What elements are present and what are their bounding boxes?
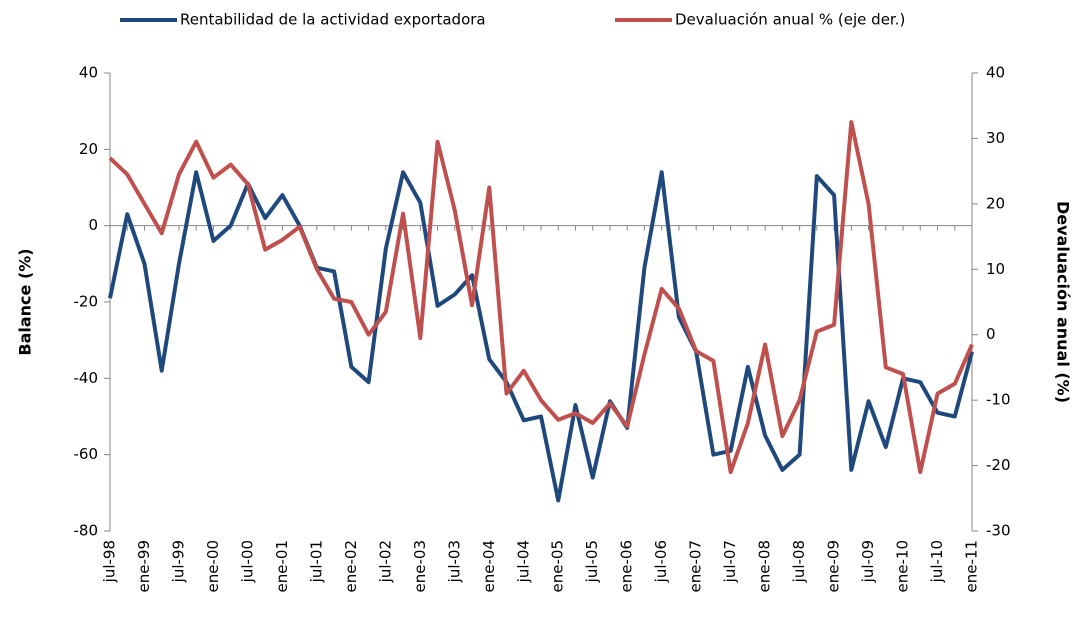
y2-tick-label: -10 bbox=[986, 391, 1011, 409]
y2-axis-label: Devaluación anual (%) bbox=[1054, 201, 1073, 403]
y-tick-label: -60 bbox=[74, 445, 99, 463]
legend-label: Devaluación anual % (eje der.) bbox=[675, 11, 905, 29]
x-tick-label: ene-09 bbox=[825, 540, 843, 592]
x-tick-label: ene-02 bbox=[342, 540, 360, 592]
x-tick-label: ene-07 bbox=[687, 540, 705, 592]
y2-tick-label: 10 bbox=[986, 260, 1005, 278]
x-tick-label: jul-07 bbox=[721, 540, 739, 583]
x-tick-label: jul-09 bbox=[859, 540, 877, 583]
x-tick-label: ene-00 bbox=[204, 540, 222, 592]
x-tick-label: jul-01 bbox=[307, 540, 325, 583]
x-tick-label: ene-06 bbox=[618, 540, 636, 592]
x-tick-label: ene-04 bbox=[480, 540, 498, 592]
legend-label: Rentabilidad de la actividad exportadora bbox=[180, 11, 486, 29]
x-tick-label: ene-99 bbox=[135, 540, 153, 592]
y2-tick-label: -20 bbox=[986, 456, 1011, 474]
y-tick-label: -20 bbox=[74, 293, 99, 311]
y2-tick-label: -30 bbox=[986, 522, 1011, 540]
x-tick-label: ene-03 bbox=[411, 540, 429, 592]
y-tick-label: -40 bbox=[74, 369, 99, 387]
x-tick-label: jul-02 bbox=[376, 540, 394, 583]
x-tick-label: ene-01 bbox=[273, 540, 291, 592]
series-line bbox=[108, 120, 974, 475]
x-tick-label: jul-04 bbox=[514, 540, 532, 583]
y2-tick-label: 30 bbox=[986, 129, 1005, 147]
y2-tick-label: 0 bbox=[986, 325, 996, 343]
x-tick-label: jul-03 bbox=[445, 540, 463, 583]
y-tick-label: 40 bbox=[79, 64, 98, 82]
y-axis-label: Balance (%) bbox=[16, 248, 35, 355]
x-tick-label: ene-08 bbox=[756, 540, 774, 592]
x-tick-label: jul-10 bbox=[928, 540, 946, 583]
y-tick-label: 0 bbox=[88, 216, 98, 234]
x-tick-label: ene-11 bbox=[963, 540, 981, 592]
x-tick-label: jul-00 bbox=[238, 540, 256, 583]
x-tick-label: ene-10 bbox=[894, 540, 912, 592]
y2-tick-label: 20 bbox=[986, 194, 1005, 212]
x-tick-label: jul-98 bbox=[101, 540, 119, 583]
x-tick-label: jul-05 bbox=[583, 540, 601, 583]
y2-tick-label: 40 bbox=[986, 64, 1005, 82]
x-tick-label: jul-08 bbox=[790, 540, 808, 583]
y-tick-label: -80 bbox=[74, 522, 99, 540]
x-tick-label: jul-06 bbox=[652, 540, 670, 583]
y-tick-label: 20 bbox=[79, 140, 98, 158]
x-tick-label: jul-99 bbox=[169, 540, 187, 583]
x-tick-label: ene-05 bbox=[549, 540, 567, 592]
series-line bbox=[108, 170, 974, 503]
